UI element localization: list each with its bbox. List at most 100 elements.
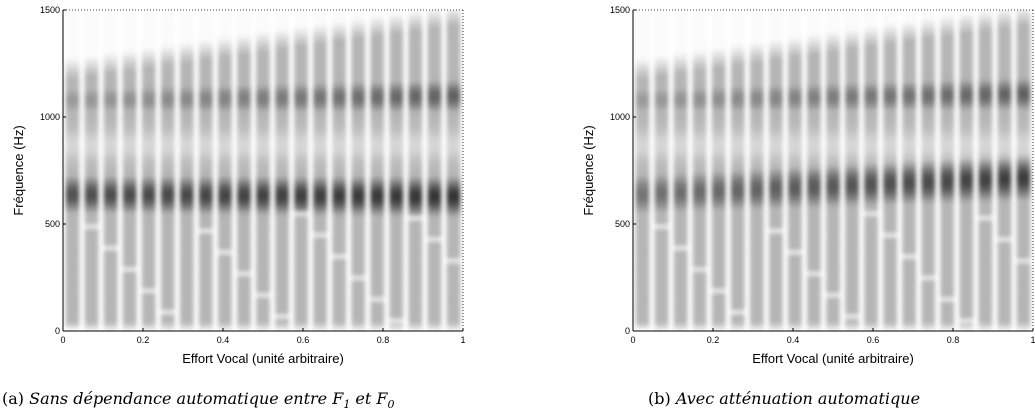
spectrogram-cell: [408, 57, 423, 62]
spectrogram-cell: [826, 95, 840, 101]
spectrogram-cell: [692, 146, 707, 152]
spectrogram-cell: [65, 185, 80, 191]
spectrogram-cell: [845, 326, 859, 331]
spectrogram-cell: [959, 279, 974, 285]
spectrogram-cell: [84, 309, 99, 315]
spectrogram-cell: [997, 181, 1012, 186]
spectrogram-cell: [332, 266, 347, 272]
spectrogram-cell: [294, 262, 308, 268]
spectrogram-cell: [122, 224, 137, 229]
spectrogram-cell: [730, 232, 745, 238]
spectrogram-cell: [370, 99, 385, 105]
spectrogram-cell: [313, 44, 327, 50]
spectrogram-cell: [959, 18, 974, 24]
spectrogram-cell: [978, 74, 993, 79]
spectrogram-cell: [769, 241, 783, 246]
spectrogram-cell: [351, 258, 366, 264]
spectrogram-cell: [788, 104, 802, 109]
spectrogram-cell: [635, 232, 650, 238]
spectrogram-cell: [997, 194, 1012, 199]
spectrogram-cell: [883, 202, 897, 208]
spectrogram-cell: [845, 18, 859, 24]
spectrogram-cell: [141, 44, 156, 50]
spectrogram-cell: [730, 27, 745, 32]
spectrogram-cell: [921, 27, 936, 32]
spectrogram-cell: [959, 129, 974, 135]
spectrogram-cell: [256, 292, 270, 298]
spectrogram-cell: [749, 176, 764, 182]
spectrogram-cell: [84, 215, 99, 221]
spectrogram-cell: [141, 27, 156, 32]
spectrogram-cell: [446, 82, 461, 88]
spectrogram-cell: [179, 52, 194, 58]
spectrogram-cell: [635, 292, 650, 298]
spectrogram-cell: [654, 82, 669, 88]
spectrogram-cell: [179, 159, 194, 165]
spectrogram-cell: [427, 245, 442, 251]
spectrogram-cell: [351, 44, 366, 50]
spectrogram-cell: [218, 57, 232, 62]
spectrogram-cell: [237, 262, 251, 268]
spectrogram-cell: [103, 10, 118, 15]
spectrogram-cell: [237, 219, 251, 225]
spectrogram-cell: [749, 91, 764, 97]
spectrogram-cell: [673, 322, 688, 328]
spectrogram-cell: [256, 253, 270, 259]
spectrogram-cell: [769, 18, 783, 24]
spectrogram-cell: [769, 82, 783, 88]
spectrogram-cell: [237, 194, 251, 199]
spectrogram-cell: [141, 309, 156, 315]
spectrogram-cell: [427, 99, 442, 105]
spectrogram-cell: [921, 108, 936, 114]
spectrogram-cell: [807, 134, 821, 139]
spectrogram-cell: [122, 27, 137, 32]
spectrogram-cell: [997, 275, 1012, 281]
spectrogram-cell: [313, 211, 327, 216]
spectrogram-cell: [351, 292, 366, 298]
spectrogram-cell: [807, 44, 821, 50]
spectrogram-cell: [864, 65, 878, 71]
spectrogram-cell: [237, 271, 251, 276]
spectrogram-cell: [1016, 61, 1031, 67]
spectrogram-cell: [199, 296, 213, 302]
spectrogram-cell: [408, 266, 423, 272]
spectrogram-cell: [788, 296, 802, 302]
spectrogram-cell: [294, 74, 308, 79]
spectrogram-cell: [351, 151, 366, 157]
spectrogram-cell: [673, 292, 688, 298]
spectrogram-cell: [921, 258, 936, 264]
spectrogram-cell: [959, 134, 974, 139]
spectrogram-cell: [673, 262, 688, 268]
spectrogram-cell: [103, 112, 118, 118]
spectrogram-cell: [141, 219, 156, 225]
spectrogram-cell: [959, 275, 974, 281]
spectrogram-cell: [351, 18, 366, 24]
spectrogram-cell: [749, 215, 764, 221]
x-tick-label: 0.2: [707, 335, 720, 345]
spectrogram-cell: [103, 258, 118, 264]
spectrogram-cell: [351, 176, 366, 182]
spectrogram-cell: [749, 198, 764, 204]
spectrogram-cell: [313, 121, 327, 127]
spectrogram-cell: [351, 142, 366, 148]
spectrogram-cell: [807, 52, 821, 58]
spectrogram-cell: [654, 219, 669, 225]
spectrogram-cell: [673, 61, 688, 67]
spectrogram-cell: [256, 22, 270, 28]
spectrogram-cell: [427, 31, 442, 37]
spectrogram-cell: [141, 258, 156, 264]
spectrogram-cell: [294, 326, 308, 331]
spectrogram-cell: [275, 87, 289, 92]
spectrogram-cell: [294, 129, 308, 135]
spectrogram-cell: [332, 104, 347, 109]
spectrogram-cell: [997, 57, 1012, 62]
spectrogram-cell: [122, 78, 137, 84]
spectrogram-cell: [313, 292, 327, 298]
spectrogram-cell: [769, 313, 783, 319]
spectrogram-cell: [256, 168, 270, 174]
spectrogram-cell: [749, 27, 764, 32]
spectrogram-cell: [711, 155, 726, 161]
spectrogram-cell: [389, 198, 404, 204]
spectrogram-cell: [826, 301, 840, 306]
